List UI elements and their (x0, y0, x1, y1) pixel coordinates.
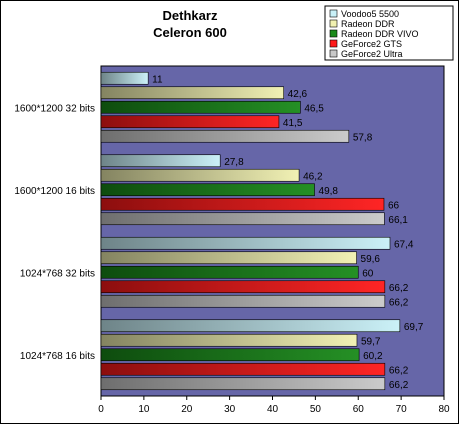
bar (100, 294, 386, 308)
bar-value-label: 27,8 (224, 157, 244, 168)
bar (100, 86, 284, 100)
bar-value-label: 66,2 (389, 365, 409, 376)
legend-swatch (329, 49, 338, 58)
bar (100, 129, 350, 143)
legend-swatch (329, 39, 338, 48)
bar (100, 168, 300, 182)
bar (100, 265, 359, 279)
x-tick-label: 70 (396, 404, 408, 415)
legend-swatch (329, 9, 338, 18)
bar (100, 115, 280, 129)
x-tick-label: 20 (181, 404, 193, 415)
bar (100, 251, 357, 265)
legend-swatch (329, 29, 338, 38)
bar (100, 100, 301, 114)
x-tick-label: 10 (138, 404, 150, 415)
legend-label: GeForce2 Ultra (341, 49, 403, 59)
bar-value-label: 69,7 (404, 322, 424, 333)
bar-value-label: 57,8 (353, 132, 373, 143)
category-label: 1024*768 16 bits (20, 351, 95, 362)
bar (100, 319, 401, 333)
bar-value-label: 59,7 (361, 336, 381, 347)
bar-value-label: 49,8 (319, 186, 339, 197)
category-label: 1600*1200 16 bits (14, 186, 95, 197)
bar (100, 212, 385, 226)
bar (100, 71, 149, 85)
bar-value-label: 66,2 (389, 283, 409, 294)
bar-value-label: 66,2 (389, 380, 409, 391)
bar-value-label: 41,5 (283, 118, 303, 129)
bar-value-label: 59,6 (361, 254, 381, 265)
bar (100, 197, 385, 211)
chart-title: Dethkarz (163, 8, 218, 23)
category-label: 1024*768 32 bits (20, 268, 95, 279)
x-tick-label: 80 (438, 404, 450, 415)
bar-value-label: 46,2 (303, 171, 323, 182)
legend-swatch (329, 19, 338, 28)
x-tick-label: 50 (310, 404, 322, 415)
legend-box (324, 5, 454, 61)
bar-value-label: 66 (388, 200, 400, 211)
bar-value-label: 11 (152, 74, 163, 85)
bar-value-label: 46,5 (304, 103, 324, 114)
bar-value-label: 60,2 (363, 351, 383, 362)
bar (100, 183, 315, 197)
bar (100, 377, 386, 391)
chart-subtitle: Celeron 600 (153, 25, 227, 40)
bar (100, 236, 391, 250)
bar-value-label: 66,1 (388, 215, 408, 226)
bar-value-label: 67,4 (394, 239, 414, 250)
legend-label: GeForce2 GTS (341, 39, 402, 49)
x-tick-label: 40 (267, 404, 279, 415)
bar-value-label: 66,2 (389, 297, 409, 308)
legend-label: Radeon DDR VIVO (341, 29, 419, 39)
bar (100, 348, 360, 362)
legend-label: Voodoo5 5500 (341, 9, 399, 19)
bar-value-label: 60 (362, 268, 374, 279)
x-tick-label: 60 (353, 404, 365, 415)
bar (100, 362, 386, 376)
legend-label: Radeon DDR (341, 19, 395, 29)
bar (100, 333, 358, 347)
bar-value-label: 42,6 (288, 89, 308, 100)
category-label: 1600*1200 32 bits (14, 103, 95, 114)
x-tick-label: 0 (98, 404, 104, 415)
bar (100, 154, 221, 168)
x-tick-label: 30 (224, 404, 236, 415)
bar (100, 280, 386, 294)
